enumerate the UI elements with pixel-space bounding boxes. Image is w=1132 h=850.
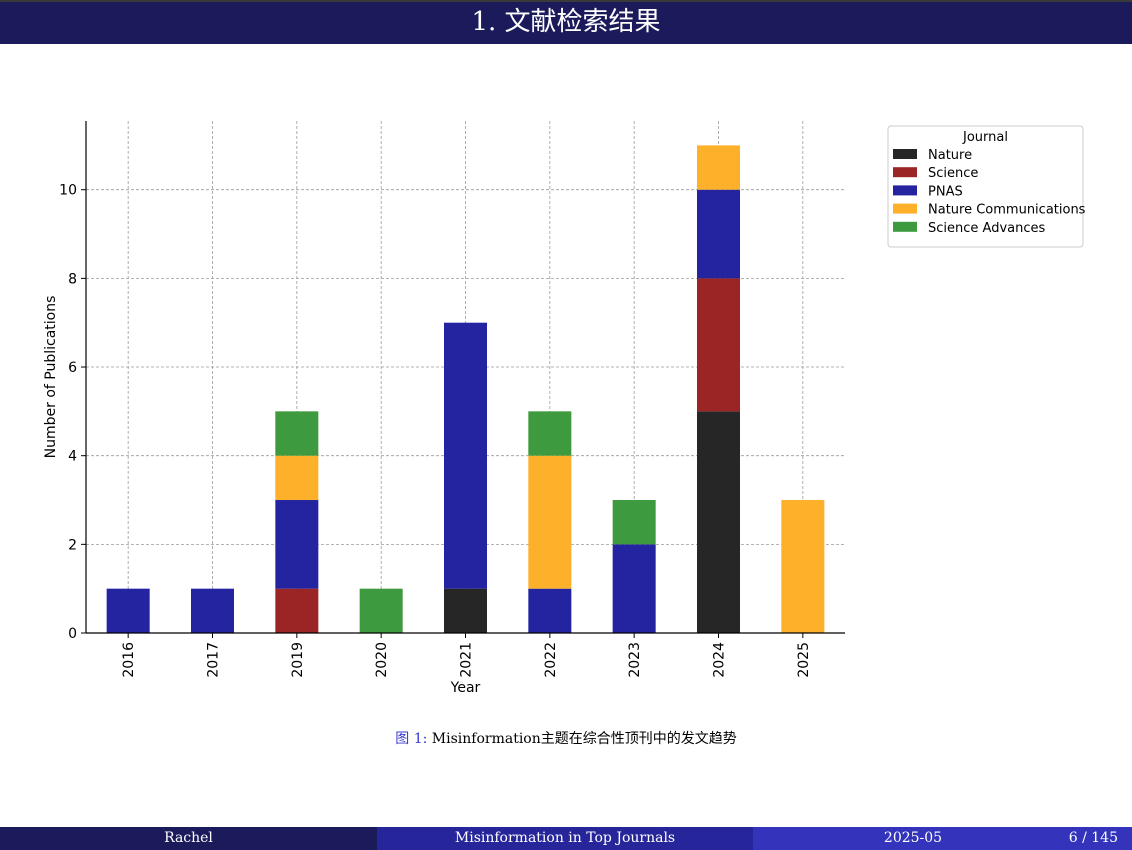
legend-entry: Science Advances: [928, 221, 1045, 236]
x-tick-label: 2020: [374, 642, 390, 678]
legend-entry: Science: [928, 166, 978, 181]
bar-segment: [190, 588, 235, 633]
x-tick-label: 2022: [543, 642, 559, 678]
bar-segment: [443, 588, 488, 633]
title-bar: 1. 文献检索结果: [0, 0, 1132, 44]
bar-segment: [612, 500, 656, 545]
legend-swatch: [893, 149, 917, 159]
bar-segment: [443, 322, 488, 589]
legend-entry: Nature Communications: [928, 203, 1086, 218]
legend-swatch: [893, 203, 917, 214]
x-tick-label: 2016: [121, 642, 137, 678]
footer-date-block: 2025-05 6 / 145: [753, 827, 1132, 850]
bar-segment: [359, 588, 403, 633]
legend-swatch: [893, 167, 917, 178]
bar-segment: [275, 500, 319, 589]
bar-segment: [528, 411, 572, 456]
bar-segment: [528, 588, 572, 633]
bar-segment: [781, 500, 825, 633]
x-tick-label: 2023: [627, 642, 643, 678]
x-tick-label: 2017: [206, 642, 222, 678]
slide-title: 1. 文献检索结果: [471, 7, 661, 37]
y-tick-label: 0: [68, 626, 77, 642]
page-number: 6 / 145: [1068, 830, 1118, 846]
legend-box: [887, 125, 1084, 248]
figure-caption-text: Misinformation主题在综合性顶刊中的发文趋势: [431, 731, 737, 747]
footer: Rachel Misinformation in Top Journals 20…: [0, 827, 1132, 850]
y-tick-label: 4: [68, 449, 77, 465]
legend-entry: PNAS: [928, 184, 963, 199]
bar-segment: [612, 544, 656, 633]
x-axis-label: Year: [450, 680, 481, 696]
bar-segment: [106, 588, 150, 633]
legend-entry: Nature: [928, 148, 972, 163]
footer-date: 2025-05: [883, 830, 943, 846]
bar-segment: [275, 588, 319, 633]
x-tick-label: 2024: [712, 642, 728, 678]
bar-segment: [275, 455, 319, 501]
y-axis-label: Number of Publications: [43, 296, 59, 459]
legend-swatch: [893, 185, 917, 196]
figure-label: 图 1:: [395, 731, 428, 747]
footer-title: Misinformation in Top Journals: [377, 827, 753, 850]
x-tick-label: 2025: [796, 642, 812, 678]
bar-segment: [275, 411, 319, 456]
x-tick-label: 2019: [290, 642, 306, 678]
bar-segment: [696, 278, 741, 412]
footer-author: Rachel: [0, 827, 377, 850]
bar-segment: [696, 189, 741, 279]
y-tick-label: 10: [59, 183, 77, 199]
y-tick-label: 2: [68, 537, 77, 553]
y-tick-label: 6: [68, 360, 77, 376]
bar-segment: [528, 455, 572, 589]
figure-caption: 图 1: Misinformation主题在综合性顶刊中的发文趋势: [0, 728, 1132, 748]
y-tick-label: 8: [68, 271, 77, 287]
legend-swatch: [893, 221, 917, 232]
bar-segment: [696, 145, 741, 190]
x-tick-label: 2021: [459, 642, 475, 678]
legend-title: Journal: [962, 130, 1008, 145]
publication-chart: 0 2 4 6 8 10 2016 2017 2019 2020 2021 2022 2023 2024 2…: [43, 121, 1086, 696]
bar-segment: [696, 411, 741, 633]
